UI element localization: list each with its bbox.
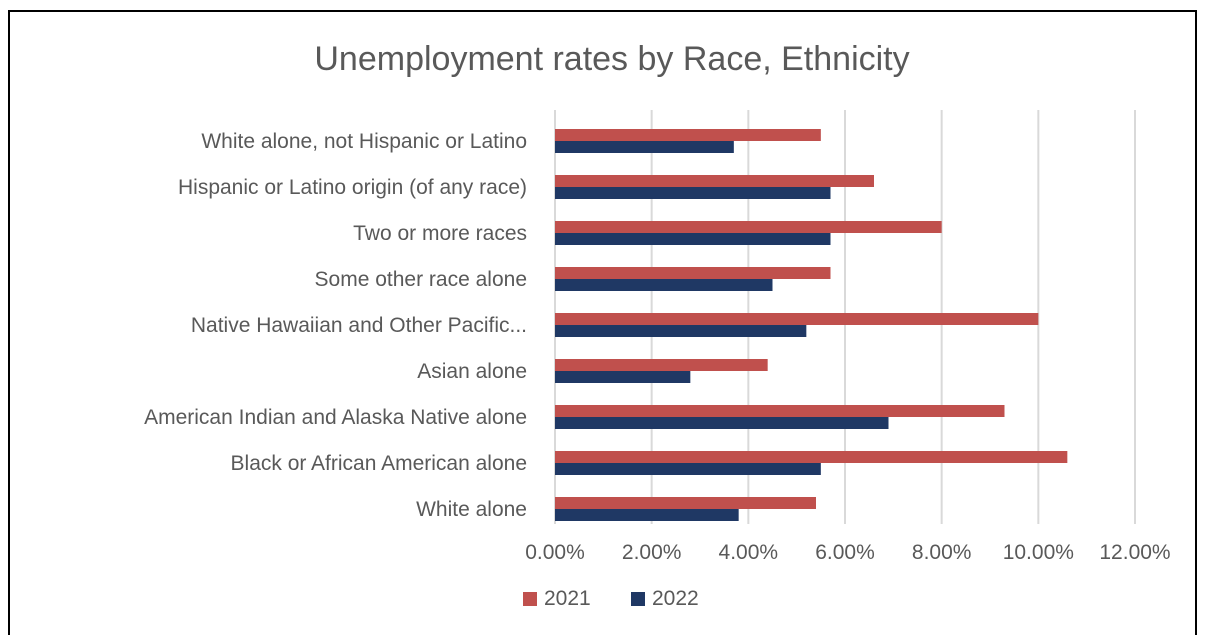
category-label: American Indian and Alaska Native alone	[144, 406, 527, 429]
x-tick-label: 6.00%	[815, 541, 875, 564]
bar-2022	[555, 509, 739, 521]
bar-2022	[555, 187, 831, 199]
legend-label-2022: 2022	[652, 587, 699, 610]
bar-2021	[555, 221, 942, 233]
legend-swatch-2022	[631, 592, 645, 606]
x-tick-label: 4.00%	[719, 541, 779, 564]
bar-2021	[555, 359, 768, 371]
x-tick-label: 12.00%	[1099, 541, 1170, 564]
legend: 2021 2022	[523, 587, 699, 610]
legend-label-2021: 2021	[544, 587, 591, 610]
chart-title: Unemployment rates by Race, Ethnicity	[314, 40, 909, 78]
bars	[555, 129, 1068, 521]
x-tick-labels: 0.00% 2.00% 4.00% 6.00% 8.00% 10.00% 12.00%	[525, 541, 1170, 564]
chart-svg: Unemployment rates by Race, Ethnicity Wh…	[144, 40, 1171, 610]
category-label: Asian alone	[417, 360, 527, 383]
category-label: Black or African American alone	[231, 452, 527, 475]
legend-swatch-2021	[523, 592, 537, 606]
x-tick-label: 2.00%	[622, 541, 682, 564]
bar-2022	[555, 233, 831, 245]
bar-2021	[555, 313, 1039, 325]
bar-2022	[555, 141, 734, 153]
bar-2022	[555, 325, 807, 337]
bar-2022	[555, 463, 821, 475]
category-label: White alone	[416, 498, 527, 521]
chart-area: Unemployment rates by Race, Ethnicity Wh…	[8, 10, 1197, 635]
bar-2022	[555, 417, 889, 429]
category-label: Some other race alone	[315, 268, 527, 291]
category-label: Two or more races	[353, 222, 527, 245]
x-tick-label: 8.00%	[912, 541, 972, 564]
bar-2021	[555, 405, 1005, 417]
bar-2021	[555, 129, 821, 141]
category-labels: White alone, not Hispanic or Latino Hispa…	[144, 130, 527, 521]
category-label: White alone, not Hispanic or Latino	[201, 130, 527, 153]
x-tick-label: 10.00%	[1003, 541, 1074, 564]
bar-2021	[555, 451, 1068, 463]
bar-2021	[555, 497, 816, 509]
bar-2022	[555, 371, 691, 383]
category-label: Native Hawaiian and Other Pacific...	[191, 314, 527, 337]
bar-2021	[555, 175, 874, 187]
category-label: Hispanic or Latino origin (of any race)	[178, 176, 527, 199]
x-tick-label: 0.00%	[525, 541, 585, 564]
bar-2021	[555, 267, 831, 279]
bar-2022	[555, 279, 773, 291]
